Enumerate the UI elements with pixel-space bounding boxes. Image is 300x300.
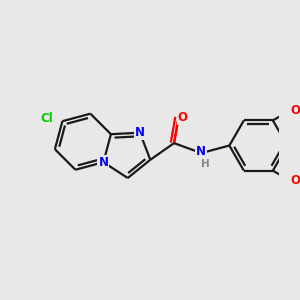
Text: O: O bbox=[291, 174, 300, 187]
Text: O: O bbox=[178, 111, 188, 124]
Text: N: N bbox=[196, 145, 206, 158]
Text: Cl: Cl bbox=[41, 112, 54, 125]
Text: H: H bbox=[201, 159, 210, 169]
Text: N: N bbox=[98, 156, 108, 169]
Text: O: O bbox=[291, 104, 300, 117]
Text: N: N bbox=[135, 126, 145, 139]
